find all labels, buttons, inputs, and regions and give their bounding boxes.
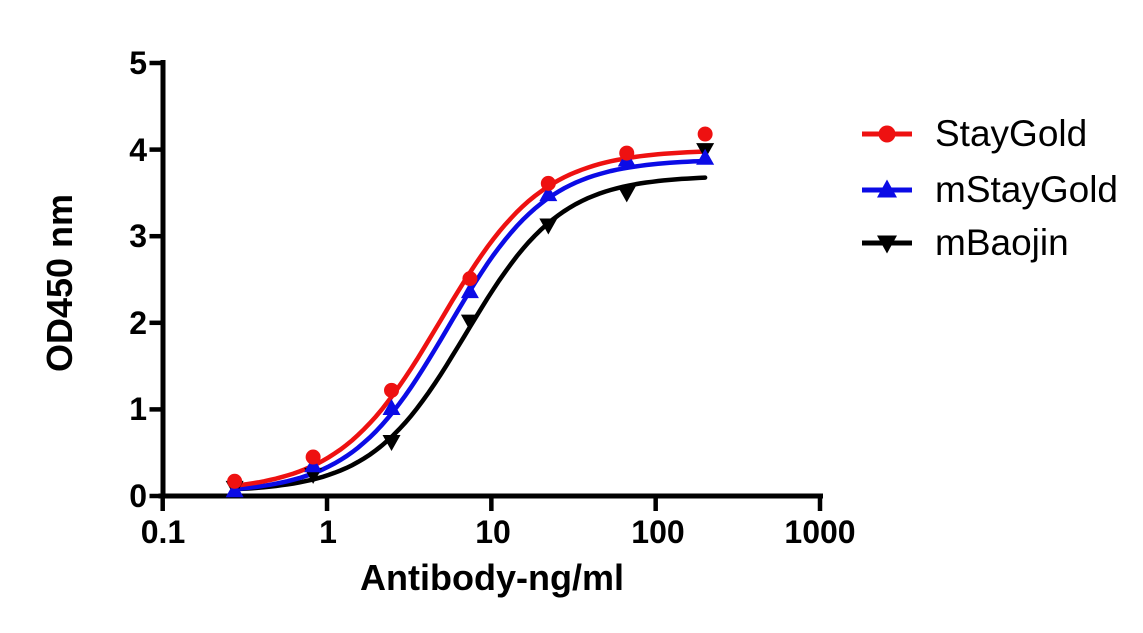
mstaygold-line-triangle-up-marker-icon (862, 179, 912, 198)
y-tick-label-4: 4 (129, 132, 147, 168)
staygold-line-circle-marker-icon (862, 125, 912, 143)
x-axis-title: Antibody-ng/ml (360, 557, 624, 598)
y-tick-label-3: 3 (129, 218, 147, 254)
legend-item-staygold: StayGold (861, 110, 1087, 158)
x-tick-label-1: 1 (319, 514, 337, 550)
legend-label-staygold: StayGold (935, 113, 1088, 154)
x-tick-label-3: 100 (631, 514, 685, 550)
x-tick-label-0: 0.1 (140, 514, 186, 550)
y-axis-title: OD450 nm (39, 193, 80, 373)
x-tick-label-2: 10 (475, 514, 511, 550)
y-tick-label-2: 2 (129, 305, 147, 341)
legend-item-mbaojin: mBaojin (861, 219, 1069, 267)
legend-item-mstaygold: mStayGold (861, 166, 1118, 214)
x-tick-label-4: 1000 (784, 514, 856, 550)
y-tick-label-0: 0 (129, 478, 147, 514)
y-tick-label-1: 1 (129, 391, 147, 427)
y-tick-label-5: 5 (129, 45, 147, 81)
legend-label-mstaygold: mStayGold (935, 169, 1119, 210)
legend-label-mbaojin: mBaojin (935, 222, 1069, 263)
mbaojin-line-triangle-down-marker-icon (862, 235, 912, 254)
